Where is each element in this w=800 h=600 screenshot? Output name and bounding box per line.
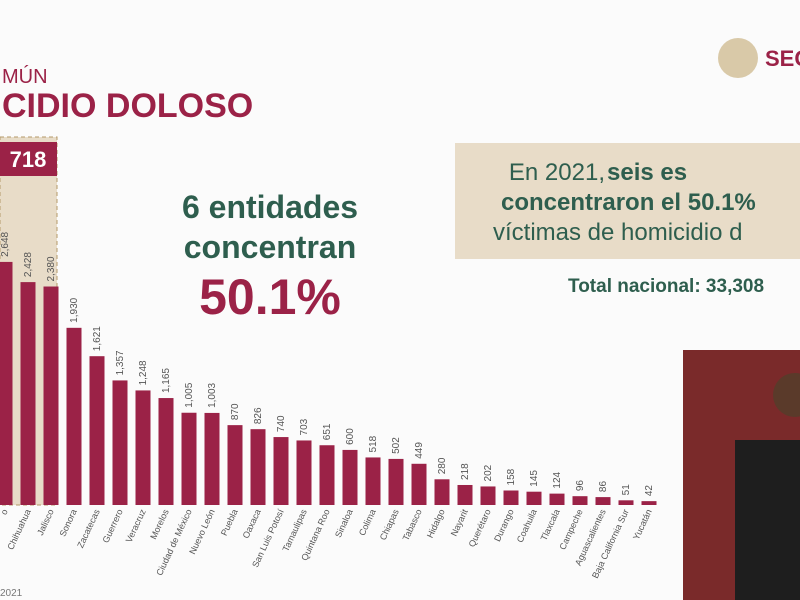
value-label: 703: [299, 418, 310, 435]
value-label: 145: [529, 470, 540, 487]
value-label: 86: [598, 481, 609, 493]
bar: [181, 412, 197, 505]
bar: [434, 479, 450, 505]
callout-line: concentran: [184, 229, 356, 265]
value-label: 42: [644, 485, 655, 497]
bar: [319, 445, 335, 505]
total: Total nacional: 33,308: [568, 276, 764, 297]
highlight-box: [0, 142, 57, 176]
bar: [227, 425, 243, 505]
bar: [641, 501, 657, 505]
interpreter: [735, 440, 800, 600]
bar: [342, 449, 358, 505]
value-label: 870: [230, 403, 241, 420]
bar: [204, 412, 220, 505]
bar: [411, 463, 427, 505]
callout-value: 50.1%: [199, 269, 341, 325]
value-label: 51: [621, 484, 632, 496]
value-label: 1,357: [115, 350, 126, 375]
value-label: 1,621: [92, 326, 103, 351]
value-label: 202: [483, 464, 494, 481]
bar: [572, 496, 588, 505]
bar: [526, 491, 542, 505]
bar: [158, 398, 174, 505]
value-label: 124: [552, 471, 563, 488]
footer: 2021: [0, 588, 23, 599]
interpreter-head: [773, 373, 800, 417]
value-label: 1,005: [184, 382, 195, 407]
value-label: 826: [253, 407, 264, 424]
value-label: 518: [368, 435, 379, 452]
value-label: 740: [276, 415, 287, 432]
logo-emblem: [718, 38, 758, 78]
bar: [135, 390, 151, 505]
logo-text: SEC: [765, 46, 800, 71]
value-label: 502: [391, 437, 402, 454]
box-line: concentraron el 50.1%: [501, 189, 756, 216]
value-label: 158: [506, 468, 517, 485]
bar: [549, 493, 565, 505]
value-label: 651: [322, 423, 333, 440]
value-label: 96: [575, 480, 586, 492]
bar: [618, 500, 634, 505]
info-box: [455, 143, 800, 259]
bar: [503, 490, 519, 505]
value-label: 449: [414, 442, 425, 459]
bar: [89, 356, 105, 505]
highlight-total: 718: [10, 147, 47, 172]
value-label: 2,428: [23, 252, 34, 277]
bar: [250, 429, 266, 505]
value-label: 1,248: [138, 360, 149, 385]
kicker: MÚN: [2, 65, 48, 88]
bar: [480, 486, 496, 505]
box-line: víctimas de homicidio d: [493, 219, 742, 246]
value-label: 2,380: [46, 256, 57, 281]
bar: [296, 440, 312, 505]
value-label: 280: [437, 457, 448, 474]
box-line: En 2021,: [509, 159, 605, 186]
value-label: 1,930: [69, 297, 80, 322]
bar: [388, 458, 404, 505]
bar: [365, 457, 381, 505]
value-label: 1,003: [207, 382, 218, 407]
bar: [112, 380, 128, 505]
value-label: 1,165: [161, 368, 172, 393]
category-label: o: [0, 508, 10, 517]
value-label: 218: [460, 463, 471, 480]
value-label: 600: [345, 428, 356, 445]
bar: [595, 497, 611, 505]
bar: [66, 327, 82, 505]
title: CIDIO DOLOSO: [2, 87, 253, 125]
callout-line: 6 entidades: [182, 189, 358, 225]
bar: [43, 286, 59, 505]
bar: [0, 261, 13, 505]
bar: [20, 282, 36, 505]
box-line: seis es: [607, 159, 687, 186]
bar: [457, 484, 473, 505]
bar: [273, 437, 289, 505]
value-label: 2,648: [0, 231, 11, 256]
